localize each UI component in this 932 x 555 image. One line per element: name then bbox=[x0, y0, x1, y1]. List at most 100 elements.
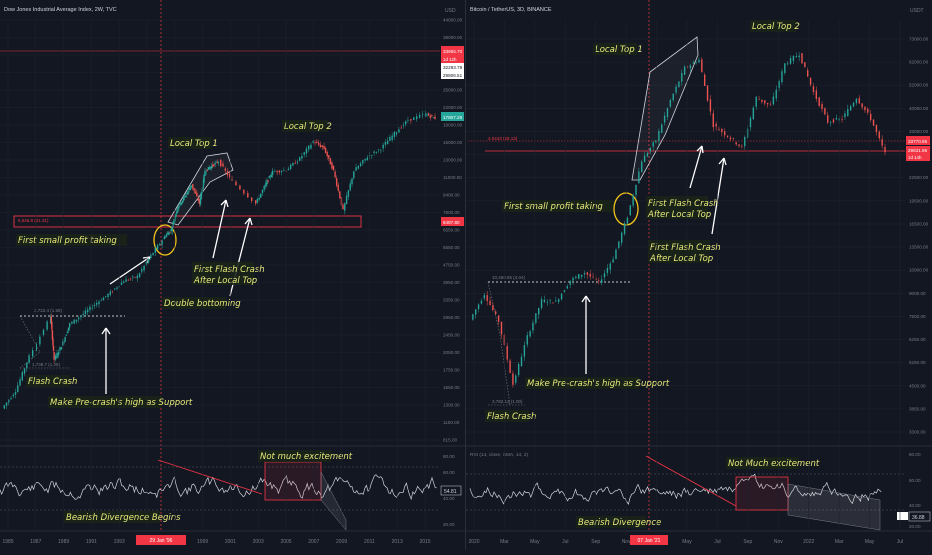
left-annotation-bearish: Bearish Divergence Begins bbox=[64, 511, 181, 523]
candle-body bbox=[526, 335, 528, 345]
right-rsi-tag bbox=[908, 511, 931, 522]
candle-body bbox=[861, 103, 863, 108]
candle-body bbox=[332, 165, 335, 171]
candle-body bbox=[222, 163, 224, 167]
price-tick-label: 2850.00 bbox=[443, 315, 460, 320]
candle-body bbox=[434, 116, 436, 120]
candle-body bbox=[71, 321, 73, 324]
candle-body bbox=[276, 170, 278, 173]
time-tick-label: May bbox=[865, 539, 875, 545]
candle-body bbox=[138, 273, 141, 278]
left-annotation-local-top-1-text: Local Top 1 bbox=[170, 139, 218, 149]
candle-body bbox=[258, 198, 260, 200]
price-tick-label: 40000.00 bbox=[909, 106, 929, 111]
candle-body bbox=[489, 300, 491, 306]
candle-body bbox=[706, 85, 709, 101]
candle-body bbox=[395, 131, 398, 135]
candle-body bbox=[683, 66, 686, 75]
candle-body bbox=[844, 113, 846, 118]
price-tick-label: 1750.00 bbox=[443, 368, 460, 373]
candle-body bbox=[583, 272, 586, 275]
left-annotation-first-flash-line2: After Local Top bbox=[193, 276, 257, 286]
candle-body bbox=[852, 102, 855, 107]
candle-body bbox=[362, 160, 364, 164]
left-annotation-first-profit: First small profit taking bbox=[16, 234, 127, 246]
candle-body bbox=[261, 189, 264, 194]
candle-body bbox=[294, 162, 296, 164]
candle-body bbox=[766, 102, 769, 105]
candle-body bbox=[93, 304, 96, 306]
right-fib-drawing bbox=[487, 281, 511, 406]
time-tick-label: 2007 bbox=[308, 539, 319, 545]
candle-body bbox=[163, 236, 166, 240]
right-annotation-first-profit: First small profit taking bbox=[502, 200, 613, 212]
candle-body bbox=[185, 195, 187, 198]
candle-body bbox=[278, 170, 281, 173]
candle-body bbox=[255, 200, 257, 204]
candle-body bbox=[23, 368, 26, 374]
candle-body bbox=[407, 120, 409, 121]
left-price-series bbox=[3, 110, 436, 410]
candle-body bbox=[535, 313, 537, 324]
left-annotation-flash-crash: Flash Crash bbox=[26, 375, 77, 387]
left-time-axis: 1985198719891991199319951997199920012003… bbox=[2, 20, 431, 545]
candle-body bbox=[835, 118, 838, 120]
right-price-grid bbox=[466, 38, 905, 433]
candle-body bbox=[643, 155, 646, 163]
candle-body bbox=[480, 300, 483, 304]
candle-body bbox=[402, 124, 405, 126]
candle-body bbox=[563, 290, 566, 293]
candle-body bbox=[427, 113, 430, 116]
candle-body bbox=[17, 385, 19, 393]
candle-body bbox=[472, 314, 474, 320]
candle-body bbox=[646, 153, 649, 157]
candle-body bbox=[337, 184, 339, 191]
candle-body bbox=[592, 276, 594, 278]
time-tick-label: 2005 bbox=[280, 539, 291, 545]
candle-body bbox=[73, 319, 75, 324]
candle-body bbox=[188, 188, 190, 190]
candle-body bbox=[655, 140, 657, 143]
candle-body bbox=[91, 307, 93, 309]
right-annotation-support: Make Pre-crash's high as Support bbox=[525, 377, 670, 389]
candle-body bbox=[537, 307, 540, 315]
rsi-tick-label: 20.00 bbox=[909, 524, 921, 529]
candle-body bbox=[509, 360, 511, 373]
candle-body bbox=[50, 316, 52, 323]
candle-body bbox=[323, 145, 325, 149]
candle-body bbox=[807, 70, 809, 77]
candle-body bbox=[186, 193, 188, 195]
candle-body bbox=[183, 196, 186, 198]
right-tag-top-red2 bbox=[906, 146, 930, 154]
candle-body bbox=[220, 159, 222, 167]
candle-body bbox=[718, 129, 720, 131]
candle-body bbox=[569, 280, 571, 285]
candle-body bbox=[615, 249, 617, 260]
candle-body bbox=[67, 327, 70, 331]
candle-body bbox=[809, 77, 812, 85]
price-tick-label: 25000.00 bbox=[443, 88, 463, 93]
right-arrow-flash-b-head bbox=[718, 157, 727, 166]
price-tick-label: 5250.00 bbox=[909, 360, 926, 365]
candle-body bbox=[795, 56, 797, 58]
candle-body bbox=[98, 301, 100, 305]
candle-body bbox=[3, 405, 5, 409]
candle-body bbox=[755, 96, 757, 107]
candle-body bbox=[345, 195, 348, 205]
candle-body bbox=[170, 229, 172, 232]
candle-body bbox=[169, 231, 171, 233]
candle-body bbox=[329, 158, 332, 165]
candle-body bbox=[64, 337, 66, 342]
candle-body bbox=[400, 127, 402, 129]
right-arrow-flash-a-head bbox=[696, 145, 704, 154]
candle-body bbox=[532, 322, 534, 331]
left-rsi-axis: 80.00 60.00 40.00 20.00 bbox=[443, 454, 455, 527]
right-annotation-local-top-2: Local Top 2 bbox=[750, 20, 800, 32]
candle-body bbox=[858, 98, 860, 104]
right-rsi-line bbox=[469, 473, 882, 505]
candle-body bbox=[421, 114, 424, 116]
candle-body bbox=[344, 203, 346, 211]
candle-body bbox=[623, 223, 626, 234]
candle-body bbox=[177, 207, 179, 212]
